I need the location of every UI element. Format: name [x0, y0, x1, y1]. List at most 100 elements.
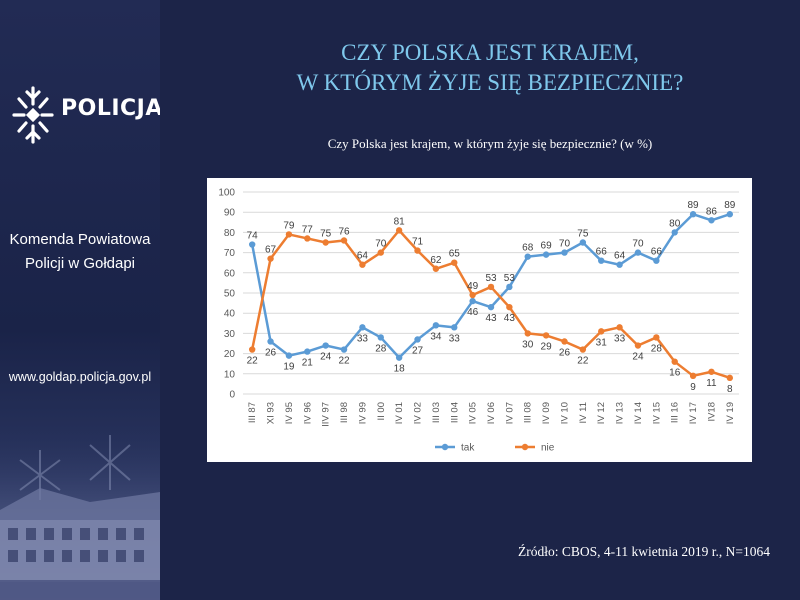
data-label-tak: 89: [724, 200, 736, 211]
data-label-nie: 22: [247, 356, 259, 367]
data-point-tak: [616, 261, 623, 268]
data-point-tak: [248, 241, 256, 248]
source-note: Źródło: CBOS, 4-11 kwietnia 2019 r., N=1…: [518, 544, 770, 559]
y-tick-label: 90: [224, 208, 236, 219]
data-point-nie: [561, 338, 568, 345]
data-label-nie: 43: [504, 313, 516, 324]
x-tick-label: IV 11: [578, 402, 589, 423]
data-label-tak: 68: [522, 243, 534, 254]
data-point-tak: [579, 239, 587, 246]
data-label-nie: 53: [485, 273, 497, 284]
x-tick-label: IV18: [706, 402, 717, 422]
x-tick-label: III 87: [247, 402, 258, 423]
data-point-nie: [598, 328, 605, 335]
data-point-nie: [395, 227, 403, 234]
data-point-nie: [432, 265, 440, 272]
y-tick-label: 80: [224, 228, 236, 239]
data-label-nie: 76: [338, 226, 350, 237]
x-tick-label: III 03: [431, 402, 442, 423]
logo-text: POLICJA: [61, 96, 160, 121]
data-label-tak: 80: [669, 218, 681, 229]
legend-label-tak: tak: [461, 443, 475, 454]
data-point-tak: [340, 346, 348, 353]
data-label-nie: 70: [375, 239, 387, 250]
x-tick-label: XI 93: [266, 402, 277, 424]
x-tick-label: IV 95: [284, 402, 295, 424]
data-point-tak: [653, 257, 660, 264]
data-label-tak: 33: [357, 333, 369, 344]
data-point-nie: [634, 342, 642, 349]
y-tick-label: 70: [224, 248, 236, 259]
data-label-tak: 18: [394, 364, 406, 375]
data-label-tak: 75: [577, 229, 589, 240]
data-label-nie: 62: [430, 255, 442, 266]
legend-marker-nie: [521, 443, 529, 451]
data-point-tak: [487, 303, 495, 311]
x-tick-label: IV 99: [357, 402, 368, 424]
data-label-nie: 30: [522, 339, 534, 350]
data-label-nie: 8: [727, 384, 733, 395]
unit-name-line1: Komenda Powiatowa: [9, 231, 151, 248]
title-line1: CZY POLSKA JEST KRAJEM,: [341, 40, 639, 65]
police-logo: POLICJA: [8, 82, 160, 152]
legend-marker-tak: [441, 443, 449, 451]
x-tick-label: IV 13: [615, 402, 626, 424]
data-point-tak: [671, 229, 678, 236]
chart-subtitle: Czy Polska jest krajem, w którym żyje si…: [327, 136, 653, 151]
data-point-nie: [451, 259, 458, 266]
data-label-nie: 67: [265, 245, 277, 256]
data-point-tak: [304, 348, 311, 355]
x-tick-label: III 16: [670, 402, 681, 423]
x-tick-label: IIV 97: [321, 402, 332, 427]
legend-label-nie: nie: [541, 443, 555, 454]
data-point-tak: [506, 283, 513, 291]
data-label-nie: 26: [559, 347, 571, 358]
data-point-nie: [304, 235, 311, 242]
data-point-nie: [340, 237, 348, 244]
data-label-nie: 49: [467, 281, 479, 292]
data-point-tak: [708, 217, 715, 224]
unit-name: Komenda Powiatowa Policji w Gołdapi: [0, 228, 160, 276]
data-point-tak: [469, 297, 476, 305]
data-label-tak: 34: [430, 331, 442, 342]
data-point-nie: [469, 291, 476, 299]
website-link[interactable]: www.goldap.policja.gov.pl: [8, 370, 152, 384]
line-chart: 0 10 20 30 40 50 60 70 80 90 100 III 87 XI 93 IV 95 IV…: [218, 188, 739, 454]
y-tick-label: 0: [229, 390, 235, 401]
data-point-nie: [726, 374, 734, 382]
x-tick-label: IV 17: [688, 402, 699, 424]
sidebar: POLICJA Komenda Powiatowa Policji w Gołd…: [0, 0, 160, 600]
data-label-nie: 22: [577, 356, 589, 367]
x-tick-label: IV 15: [651, 402, 662, 424]
data-point-nie: [285, 231, 293, 238]
data-label-tak: 89: [688, 200, 700, 211]
data-point-nie: [377, 249, 384, 256]
data-point-nie: [524, 330, 531, 337]
data-label-nie: 81: [394, 216, 406, 227]
building-photo: [0, 430, 160, 600]
police-star-icon: [12, 86, 54, 144]
data-point-nie: [542, 332, 550, 339]
data-label-tak: 86: [706, 206, 718, 217]
y-tick-label: 40: [224, 309, 236, 320]
data-point-tak: [285, 352, 293, 359]
data-label-tak: 28: [375, 343, 387, 354]
data-label-nie: 79: [283, 220, 295, 231]
data-label-tak: 69: [541, 241, 553, 252]
data-point-tak: [598, 257, 605, 264]
data-label-tak: 46: [467, 307, 479, 318]
data-label-nie: 77: [302, 224, 314, 235]
data-label-tak: 33: [449, 333, 461, 344]
data-label-nie: 29: [541, 341, 553, 352]
data-label-tak: 43: [485, 313, 497, 324]
data-point-nie: [708, 368, 715, 375]
x-tick-label: IV 19: [725, 402, 736, 424]
data-point-tak: [689, 211, 697, 218]
y-tick-label: 100: [218, 188, 235, 199]
data-point-tak: [542, 251, 550, 258]
unit-name-line2: Policji w Gołdapi: [24, 255, 136, 272]
data-label-nie: 64: [357, 251, 369, 262]
data-point-nie: [359, 261, 366, 268]
data-label-nie: 11: [706, 378, 717, 389]
y-tick-label: 60: [224, 268, 236, 279]
